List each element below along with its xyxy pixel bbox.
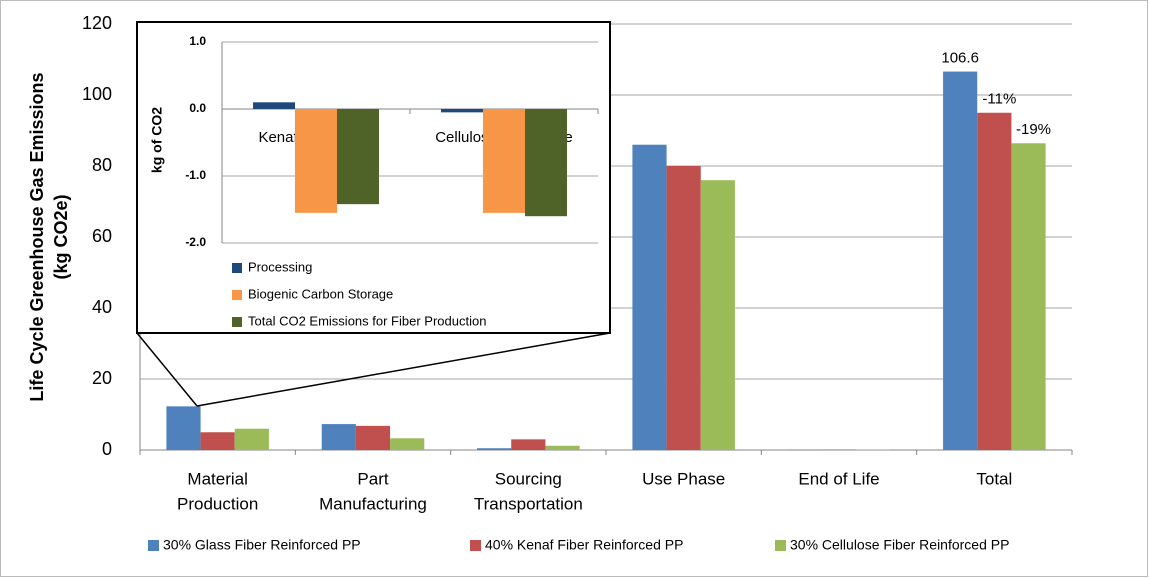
y-tick-label: 20 [92,368,112,388]
y-tick-label: 120 [82,13,112,33]
legend-swatch [470,540,481,551]
bar [390,438,425,450]
y-axis-label: kg of CO2 [149,107,165,173]
bar [234,428,269,450]
legend-swatch [232,290,242,300]
bar [336,109,379,205]
bar [511,439,546,450]
x-tick-label: Sourcing [495,469,562,488]
data-label: 106.6 [941,50,979,67]
y-tick-label: -2.0 [185,235,206,249]
legend-label: 30% Cellulose Fiber Reinforced PP [790,537,1009,553]
legend-swatch [148,540,159,551]
x-tick-label: Production [177,494,258,513]
bar [666,166,701,450]
legend-label: Biogenic Carbon Storage [248,286,393,301]
bar [477,448,512,450]
bar [977,112,1012,450]
bar [355,425,391,450]
y-tick-label: -1.0 [185,168,206,182]
bar [524,109,567,217]
x-tick-label: Transportation [474,494,583,513]
bar [441,109,484,113]
bar [321,424,356,450]
legend-label: 40% Kenaf Fiber Reinforced PP [485,537,683,553]
bar [166,406,201,450]
legend-label: 30% Glass Fiber Reinforced PP [163,537,361,553]
callout-line [136,332,198,407]
callout-line [196,332,611,407]
x-tick-label: Manufacturing [319,494,427,513]
annotation: -19% [1016,121,1051,138]
bar [253,102,296,109]
bar [295,109,337,213]
annotation: -11% [982,91,1016,108]
x-tick-label: Part [357,469,388,488]
bar [632,144,667,450]
bar [943,71,978,450]
bar [700,180,735,450]
x-tick-label: Total [976,469,1012,488]
legend-swatch [775,540,786,551]
bar [200,432,235,450]
y-tick-label: 100 [82,84,112,104]
bar [483,109,525,213]
y-tick-label: 60 [92,226,112,246]
x-tick-label: Use Phase [642,469,725,488]
legend-swatch [232,263,242,273]
x-tick-label: End of Life [798,469,879,488]
y-tick-label: 80 [92,155,112,175]
bar [1011,143,1046,450]
y-tick-label: 0 [102,439,112,459]
y-axis-label: Life Cycle Greenhouse Gas Emissions [27,72,47,401]
y-tick-label: 1.0 [189,34,206,48]
y-tick-label: 40 [92,297,112,317]
legend-swatch [232,317,242,327]
legend-label: Total CO2 Emissions for Fiber Production [248,313,486,328]
y-axis-label: (kg CO2e) [51,194,71,279]
y-tick-label: 0.0 [189,101,206,115]
bar [545,445,580,450]
x-tick-label: Material [187,469,247,488]
legend-label: Processing [248,259,312,274]
main-chart: 0 20 40 60 80 100 120 Material Production Part Man… [27,13,1073,553]
